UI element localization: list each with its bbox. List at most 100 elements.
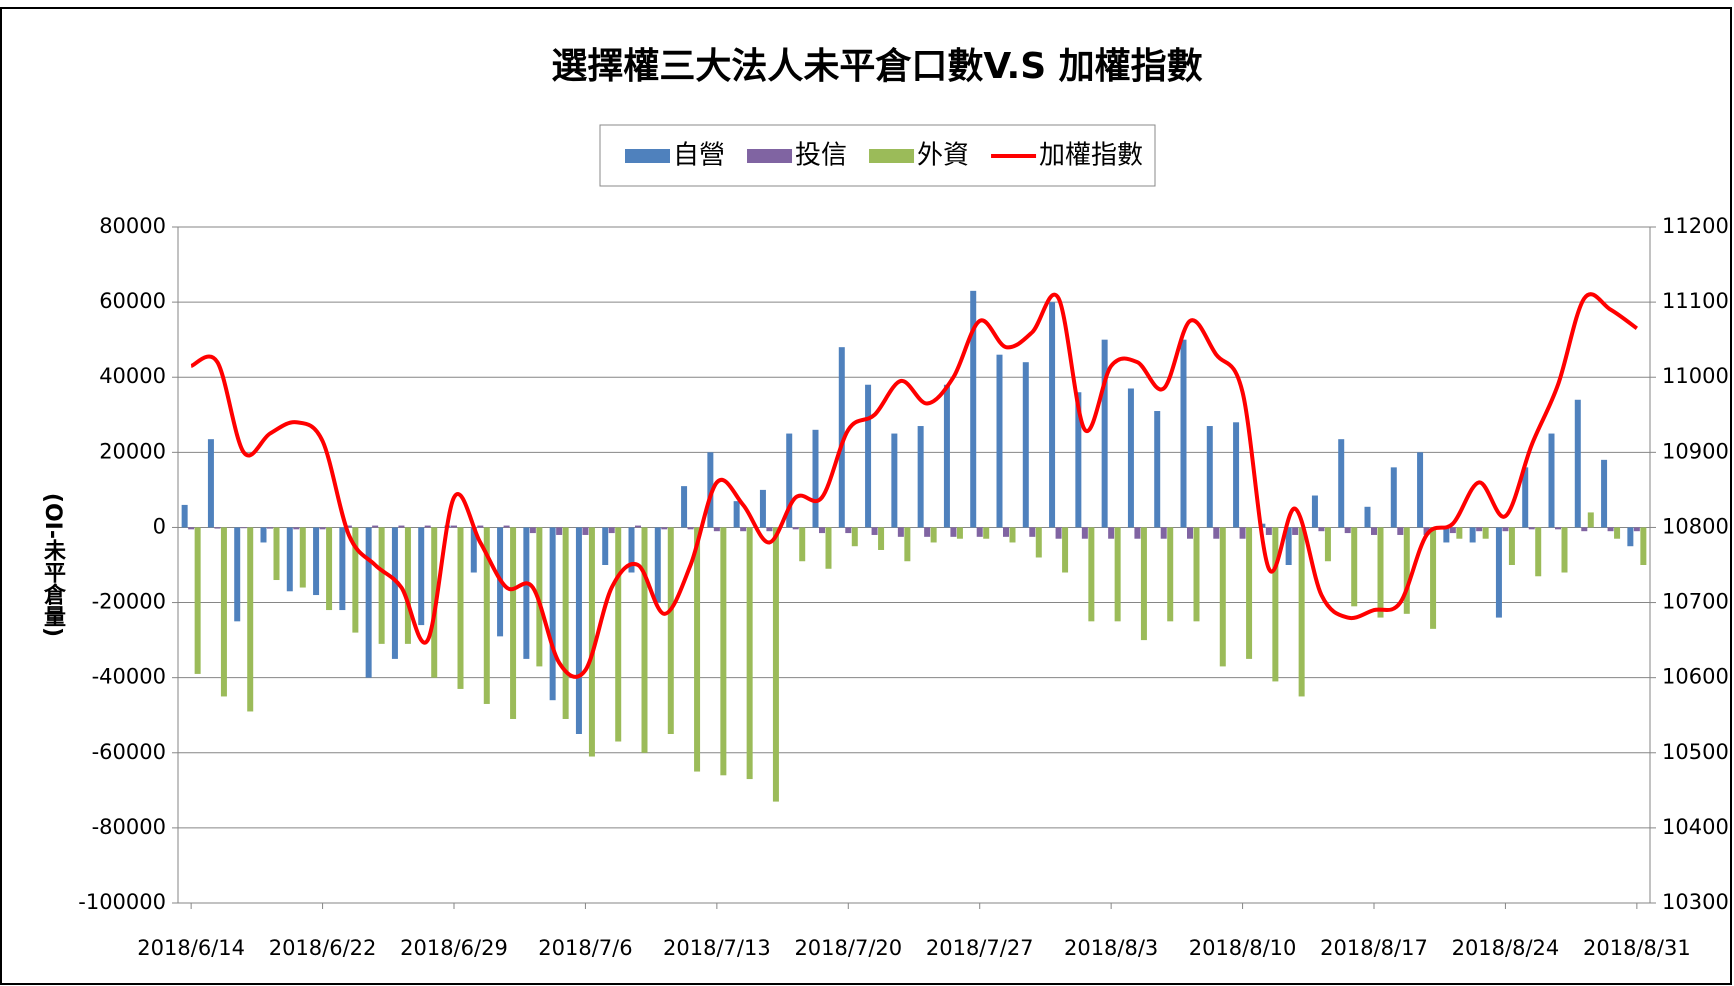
bar: [1397, 527, 1404, 535]
bar: [1081, 527, 1088, 539]
bar: [188, 527, 195, 530]
bar: [214, 527, 221, 529]
bar: [1449, 527, 1456, 534]
bar: [1154, 411, 1161, 528]
bar: [1009, 527, 1016, 543]
bar: [372, 525, 379, 528]
bar: [786, 433, 793, 528]
bar: [1377, 527, 1384, 618]
bar: [740, 527, 747, 532]
bar: [1055, 527, 1062, 539]
bar: [391, 527, 398, 659]
chart-title: 選擇權三大法人未平倉口數V.S 加權指數: [551, 46, 1202, 87]
y-tick-label: -80000: [92, 815, 166, 839]
bar: [1351, 527, 1358, 607]
bar: [681, 486, 688, 528]
legend-label: 外資: [917, 141, 969, 171]
y-tick-label: 60000: [99, 289, 166, 313]
bar: [865, 384, 872, 528]
bar: [1423, 527, 1430, 535]
bar: [1430, 527, 1437, 629]
bar: [1522, 467, 1529, 528]
y2-tick-label: 10800: [1662, 514, 1729, 538]
x-tick-label: 2018/8/24: [1452, 936, 1560, 960]
bar: [1607, 527, 1614, 532]
bar: [483, 527, 490, 704]
bar: [418, 527, 425, 626]
y2-tick-label: 10600: [1662, 665, 1729, 689]
bar: [1101, 339, 1108, 528]
bar: [792, 527, 799, 530]
bar: [293, 527, 300, 530]
bar: [845, 527, 852, 534]
bar: [1193, 527, 1200, 622]
x-tick-label: 2018/8/10: [1189, 936, 1297, 960]
bar: [1167, 527, 1174, 622]
bar: [477, 525, 484, 528]
bar: [878, 527, 885, 550]
bar: [924, 527, 931, 537]
bar: [904, 527, 911, 562]
legend-label: 加權指數: [1039, 141, 1143, 171]
x-tick-label: 2018/6/22: [269, 936, 377, 960]
bar: [1548, 433, 1555, 528]
bar: [339, 527, 346, 611]
bar: [286, 527, 293, 592]
y-tick-label: 0: [153, 514, 166, 538]
bar: [313, 527, 320, 596]
bar: [628, 527, 635, 573]
bar: [1640, 527, 1647, 565]
bar: [470, 527, 477, 573]
bar: [917, 426, 924, 528]
bar: [687, 527, 694, 530]
bar: [976, 527, 983, 537]
bar: [523, 527, 530, 659]
bar: [1022, 362, 1029, 528]
x-tick-label: 2018/8/31: [1583, 936, 1691, 960]
bar: [1324, 527, 1331, 562]
y2-tick-label: 11200: [1662, 214, 1729, 238]
bar: [766, 527, 773, 532]
bar: [1476, 527, 1483, 532]
bar: [1003, 527, 1009, 537]
bar: [247, 527, 254, 712]
bar: [1364, 506, 1371, 528]
x-tick-label: 2018/7/27: [926, 936, 1034, 960]
legend-label: 自營: [673, 141, 725, 171]
bar: [707, 452, 714, 528]
x-tick-label: 2018/8/3: [1064, 936, 1158, 960]
bar: [1108, 527, 1115, 539]
bar: [897, 527, 904, 537]
y-tick-label: -100000: [78, 890, 166, 914]
bar: [733, 501, 740, 528]
bar: [549, 527, 556, 701]
bar: [181, 504, 188, 528]
bar: [720, 527, 727, 776]
legend-label: 投信: [795, 141, 847, 171]
bar: [1029, 527, 1036, 537]
bar: [404, 527, 411, 644]
y2-tick-label: 11000: [1662, 364, 1729, 388]
bar: [713, 527, 720, 532]
bar: [1417, 452, 1424, 528]
bar: [635, 525, 641, 528]
bar: [1371, 527, 1377, 535]
bar: [608, 527, 615, 534]
bar: [1502, 527, 1509, 532]
bar: [1508, 527, 1515, 565]
bar: [267, 527, 273, 529]
y-tick-label: 40000: [99, 364, 166, 388]
bar: [1495, 527, 1502, 618]
bar: [602, 527, 609, 565]
bar: [299, 527, 306, 588]
bar: [529, 527, 536, 534]
bar: [1239, 527, 1246, 539]
bar: [1581, 527, 1588, 532]
bar: [1233, 422, 1240, 528]
bar: [1528, 527, 1535, 530]
bar: [825, 527, 832, 569]
bar: [207, 439, 214, 528]
bar: [457, 527, 464, 689]
bar: [510, 527, 517, 719]
